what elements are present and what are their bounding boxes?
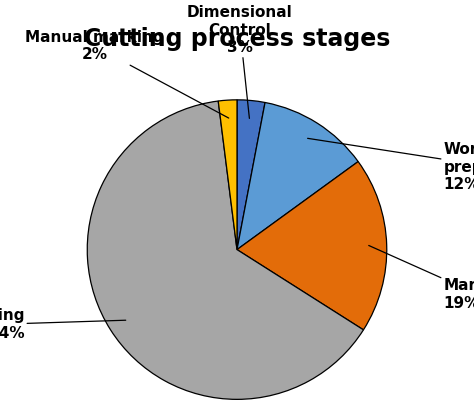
Title: Cutting process stages: Cutting process stages [84,27,390,51]
Text: Manual marking
2%: Manual marking 2% [26,30,229,118]
Wedge shape [87,101,364,399]
Text: Dimensional
Control
3%: Dimensional Control 3% [187,5,293,119]
Text: Cutting
64%: Cutting 64% [0,308,126,341]
Wedge shape [237,100,265,250]
Wedge shape [237,102,358,250]
Text: Marking
19%: Marking 19% [369,245,474,311]
Wedge shape [237,161,387,330]
Text: Working
preparation
12%: Working preparation 12% [308,139,474,192]
Wedge shape [218,100,237,250]
